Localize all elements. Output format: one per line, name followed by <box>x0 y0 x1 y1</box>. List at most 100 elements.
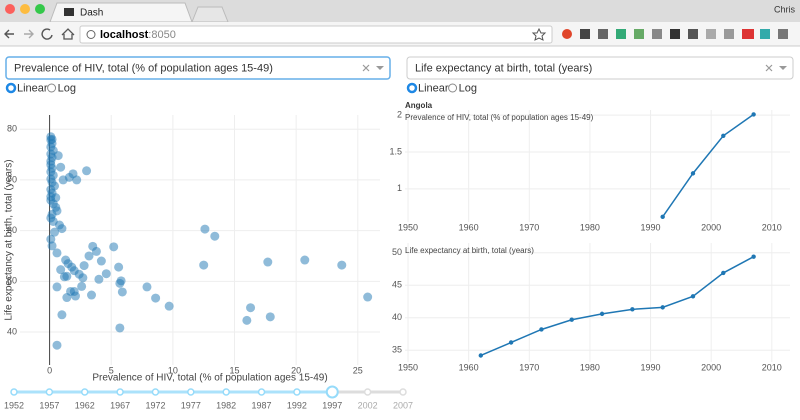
annotation: Prevalence of HIV, total (% of populatio… <box>405 113 594 122</box>
y-tick-label: 50 <box>392 247 402 257</box>
point <box>96 256 106 266</box>
point <box>751 254 756 259</box>
point <box>82 166 92 176</box>
x-tick-label: 1980 <box>580 362 600 372</box>
slider-mark-label: 1992 <box>287 400 307 410</box>
extension-icon[interactable] <box>688 29 698 39</box>
extension-icon[interactable] <box>778 29 788 39</box>
close-button[interactable] <box>5 4 15 14</box>
radio-label: Linear <box>418 82 449 94</box>
extension-icon[interactable] <box>760 29 770 39</box>
x-tick-label: 1990 <box>641 362 661 372</box>
point <box>115 323 125 333</box>
back-button[interactable] <box>4 29 14 39</box>
new-tab[interactable] <box>191 6 229 23</box>
slider-mark-label: 1987 <box>252 400 272 410</box>
point <box>57 310 67 320</box>
dropdown[interactable] <box>5 56 391 80</box>
y-tick-label: 1.5 <box>389 146 402 156</box>
point <box>246 303 256 313</box>
extension-icon[interactable] <box>616 29 626 39</box>
address-bar[interactable] <box>79 25 553 44</box>
year-slider[interactable]: 1952 1957 1962 1967 1972 1977 1982 1987 1992 1997… <box>4 385 413 411</box>
point <box>53 151 63 161</box>
point <box>94 274 104 284</box>
x-tick-label: 25 <box>353 365 363 375</box>
point <box>117 287 127 297</box>
y-axis-label: Life expectancy at birth, total (years) <box>4 159 15 320</box>
clear-icon[interactable] <box>362 64 370 72</box>
extension-icon[interactable] <box>652 29 662 39</box>
slider-mark-label: 1962 <box>75 400 95 410</box>
url-port: :8050 <box>148 29 176 41</box>
extension-icon[interactable] <box>742 29 754 39</box>
x-tick-label: 1970 <box>519 222 539 232</box>
tab-icon <box>64 8 74 16</box>
extension-icon[interactable] <box>598 29 608 39</box>
x-axis-label: Prevalence of HIV, total (% of populatio… <box>92 373 327 384</box>
point <box>79 261 89 271</box>
extension-icon[interactable] <box>562 29 572 39</box>
maximize-button[interactable] <box>35 4 45 14</box>
point <box>91 246 101 256</box>
slider-mark-label: 1997 <box>322 400 342 410</box>
point <box>242 315 252 325</box>
point <box>101 269 111 279</box>
extension-icon[interactable] <box>724 29 734 39</box>
point <box>539 327 544 332</box>
point <box>630 307 635 312</box>
tab-title: Dash <box>80 8 103 19</box>
extension-icon[interactable] <box>706 29 716 39</box>
home-button[interactable] <box>61 28 75 40</box>
x-tick-label: 5 <box>109 365 114 375</box>
radio-label: Log <box>58 82 76 94</box>
y-tick-label: 40 <box>7 326 17 336</box>
dropdown[interactable] <box>406 56 794 80</box>
point <box>47 241 57 251</box>
point <box>109 242 119 252</box>
slider-mark-label: 1977 <box>181 400 201 410</box>
radio-button[interactable] <box>47 83 57 93</box>
forward-button[interactable] <box>24 29 34 39</box>
point <box>751 112 756 117</box>
point <box>265 312 275 322</box>
url-host: localhost <box>100 29 149 41</box>
point <box>478 353 483 358</box>
slider-dot <box>363 388 372 396</box>
radio-button[interactable] <box>5 82 17 94</box>
clear-icon[interactable] <box>765 64 773 72</box>
y-tick-label: 2 <box>397 110 402 120</box>
radio-button[interactable] <box>406 82 418 94</box>
bookmark-star[interactable] <box>531 27 547 41</box>
user-name: Chris <box>774 4 796 14</box>
dropdown-value: Life expectancy at birth, total (years) <box>415 62 592 74</box>
x-tick-label: 15 <box>230 365 240 375</box>
extension-icon[interactable] <box>670 29 680 39</box>
y-tick-label: 80 <box>7 124 17 134</box>
extension-icon[interactable] <box>580 29 590 39</box>
x-tick-label: 2000 <box>701 222 721 232</box>
point <box>690 171 696 176</box>
point <box>114 262 124 272</box>
extension-icon[interactable] <box>634 29 644 39</box>
point <box>142 282 152 292</box>
slider-dot <box>10 388 18 396</box>
slider-dot <box>293 388 301 396</box>
radio-button[interactable] <box>448 83 458 93</box>
slider-handle[interactable] <box>325 385 339 399</box>
y-tick-label: 35 <box>392 345 402 355</box>
x-tick-label: 10 <box>168 365 178 375</box>
slider-dot <box>116 388 124 396</box>
y-tick-label: 60 <box>7 225 17 235</box>
point <box>77 281 87 291</box>
dropdown-arrow[interactable] <box>779 66 787 70</box>
reload-button[interactable] <box>41 28 53 40</box>
dropdown-arrow[interactable] <box>376 66 384 70</box>
point <box>151 293 161 303</box>
point <box>569 317 574 322</box>
x-tick-label: 1980 <box>580 222 600 232</box>
minimize-button[interactable] <box>20 4 30 14</box>
info-icon <box>86 30 96 39</box>
dropdown-value: Prevalence of HIV, total (% of populatio… <box>14 62 273 74</box>
